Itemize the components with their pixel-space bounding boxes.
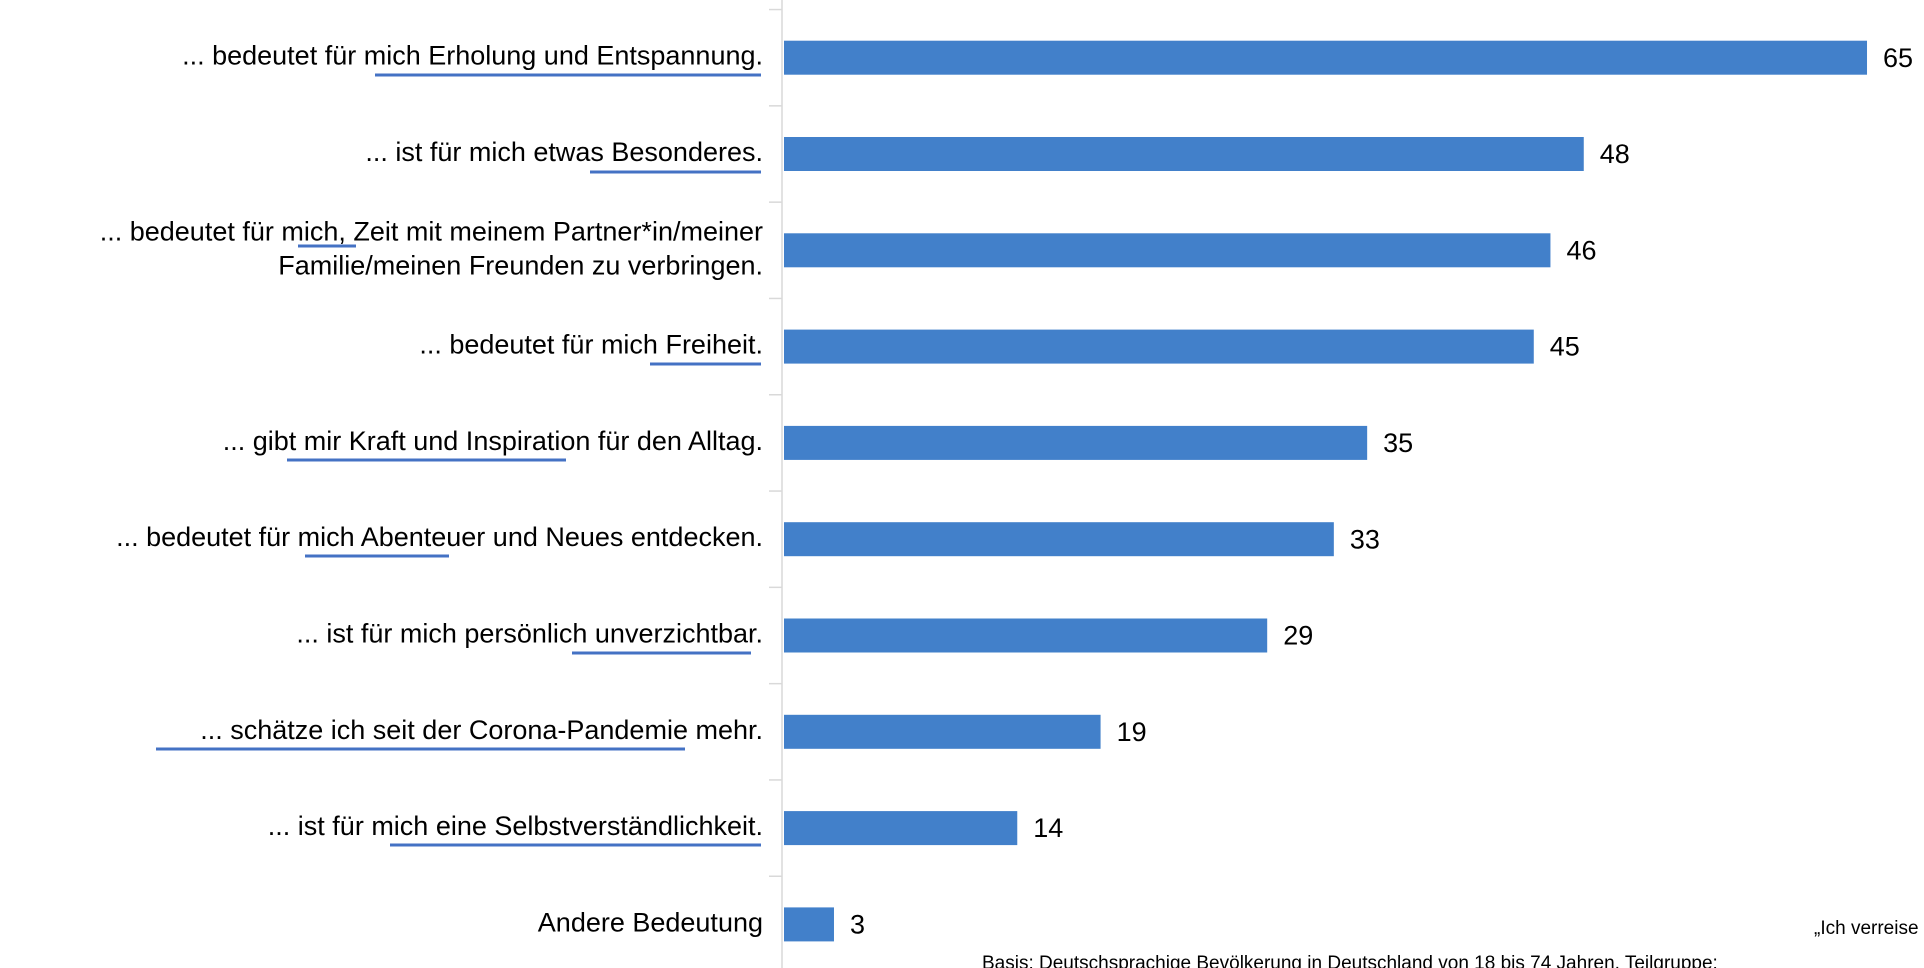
value-label: 65	[1883, 43, 1913, 73]
value-label: 48	[1600, 139, 1630, 169]
category-label: ... gibt mir Kraft und Inspiration für d…	[223, 426, 763, 456]
annotation: Basis: Deutschsprachige Bevölkerung in D…	[982, 953, 1718, 968]
bar	[784, 714, 1101, 749]
bar	[784, 40, 1868, 75]
category-label: ... bedeutet für mich Freiheit.	[419, 330, 763, 360]
category-label: ... ist für mich persönlich unverzichtba…	[296, 619, 763, 649]
bar	[784, 233, 1551, 268]
value-label: 19	[1117, 717, 1147, 747]
value-label: 33	[1350, 524, 1380, 554]
category-label: ... bedeutet für mich, Zeit mit meinem P…	[100, 216, 763, 280]
annotation: „Ich verreise m	[1814, 918, 1924, 939]
value-label: 35	[1383, 428, 1413, 458]
value-label: 46	[1566, 235, 1596, 265]
bar	[784, 618, 1268, 653]
value-label: 14	[1033, 813, 1063, 843]
category-label: Andere Bedeutung	[538, 908, 763, 938]
value-label: 3	[850, 910, 865, 940]
label-underlines	[156, 73, 761, 847]
bar	[784, 907, 834, 942]
category-label: ... ist für mich eine Selbstverständlich…	[268, 811, 763, 841]
value-label: 45	[1550, 332, 1580, 362]
category-label: ... schätze ich seit der Corona-Pandemie…	[200, 715, 763, 745]
category-label: ... bedeutet für mich Abenteuer und Neue…	[116, 522, 763, 552]
value-label: 29	[1283, 621, 1313, 651]
bar	[784, 522, 1334, 557]
bar	[784, 329, 1534, 364]
category-label: ... bedeutet für mich Erholung und Entsp…	[182, 41, 763, 71]
bar	[784, 137, 1584, 171]
bar	[784, 811, 1018, 846]
bar	[784, 425, 1368, 460]
category-label: ... ist für mich etwas Besonderes.	[365, 137, 763, 167]
